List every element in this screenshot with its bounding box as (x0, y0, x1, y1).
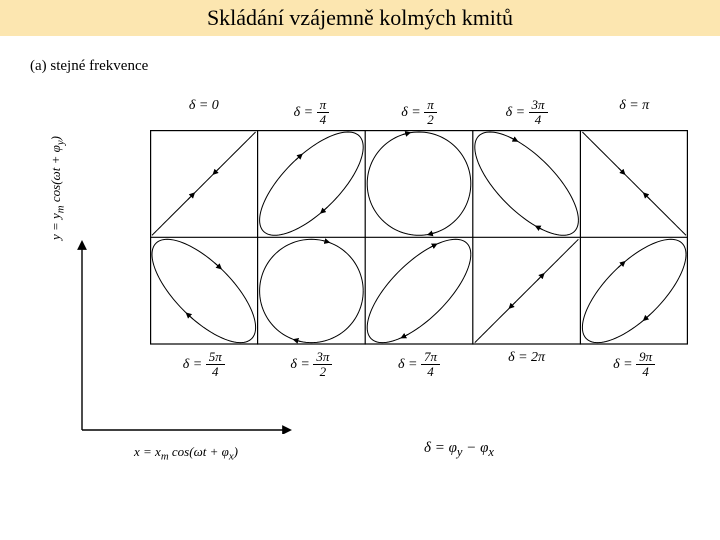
x-equation: x = xm cos(ωt + φx) (134, 444, 238, 463)
page-title: Skládání vzájemně kolmých kmitů (207, 5, 513, 31)
delta-label: δ = π2 (365, 98, 473, 128)
delta-label: δ = 3π4 (473, 98, 581, 128)
delta-label: δ = π (580, 98, 688, 128)
delta-label: δ = 0 (150, 98, 258, 128)
y-equation: y = ym cos(ωt + φy) (48, 136, 67, 240)
delta-label: δ = 2π (473, 350, 581, 380)
coord-axes (76, 240, 302, 439)
subtitle: (a) stejné frekvence (30, 58, 148, 75)
labels-top: δ = 0δ = π4δ = π2δ = 3π4δ = π (150, 98, 688, 128)
delta-label: δ = 9π4 (580, 350, 688, 380)
title-bar: Skládání vzájemně kolmých kmitů (0, 0, 720, 36)
delta-label: δ = π4 (258, 98, 366, 128)
phase-equation: δ = φy − φx (424, 440, 494, 460)
delta-label: δ = 7π4 (365, 350, 473, 380)
